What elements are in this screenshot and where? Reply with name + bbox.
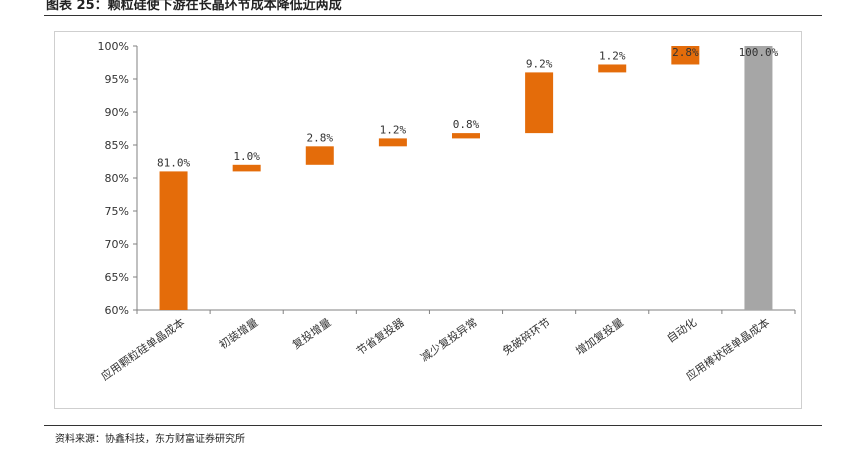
bar-3 — [305, 146, 334, 165]
bar-2 — [232, 164, 261, 172]
source-divider — [44, 425, 822, 426]
data-label: 1.0% — [233, 150, 260, 163]
y-tick-label: 65% — [105, 271, 129, 284]
x-category-label: 增加复投量 — [573, 315, 626, 358]
data-label: 2.8% — [307, 131, 334, 144]
y-tick-label: 95% — [105, 73, 129, 86]
page-title: 图表 25：颗粒硅使下游在长晶环节成本降低近两成 — [46, 0, 342, 13]
x-category-label: 自动化 — [664, 315, 699, 345]
x-category-label: 应用颗粒硅单晶成本 — [98, 315, 187, 383]
title-divider — [44, 15, 822, 16]
data-label: 100.0% — [739, 46, 779, 59]
data-label: 2.8% — [672, 46, 699, 59]
bar-1 — [159, 171, 188, 310]
x-category-label: 免破碎环节 — [500, 315, 553, 358]
y-tick-label: 60% — [105, 304, 129, 317]
bar-7 — [598, 64, 627, 73]
bar-8 — [671, 46, 700, 65]
x-category-label: 减少复投异常 — [418, 315, 480, 364]
x-category-label: 初装增量 — [216, 315, 260, 352]
source-note: 资料来源：协鑫科技，东方财富证券研究所 — [55, 434, 245, 445]
y-tick-label: 80% — [105, 172, 129, 185]
y-tick-label: 75% — [105, 205, 129, 218]
x-category-label: 节省复投器 — [354, 315, 407, 358]
x-category-label: 复投增量 — [289, 315, 333, 352]
data-label: 81.0% — [157, 156, 190, 169]
data-label: 9.2% — [526, 57, 553, 70]
y-tick-label: 90% — [105, 106, 129, 119]
bar-5 — [452, 133, 480, 139]
y-tick-label: 85% — [105, 139, 129, 152]
bar-4 — [378, 138, 407, 147]
bar-6 — [525, 72, 554, 134]
y-tick-label: 70% — [105, 238, 129, 251]
bar-9 — [744, 46, 773, 310]
chart-frame — [54, 31, 802, 409]
y-tick-label: 100% — [98, 40, 129, 53]
data-label: 1.2% — [380, 123, 407, 136]
data-label: 0.8% — [453, 118, 480, 131]
data-label: 1.2% — [599, 49, 626, 62]
